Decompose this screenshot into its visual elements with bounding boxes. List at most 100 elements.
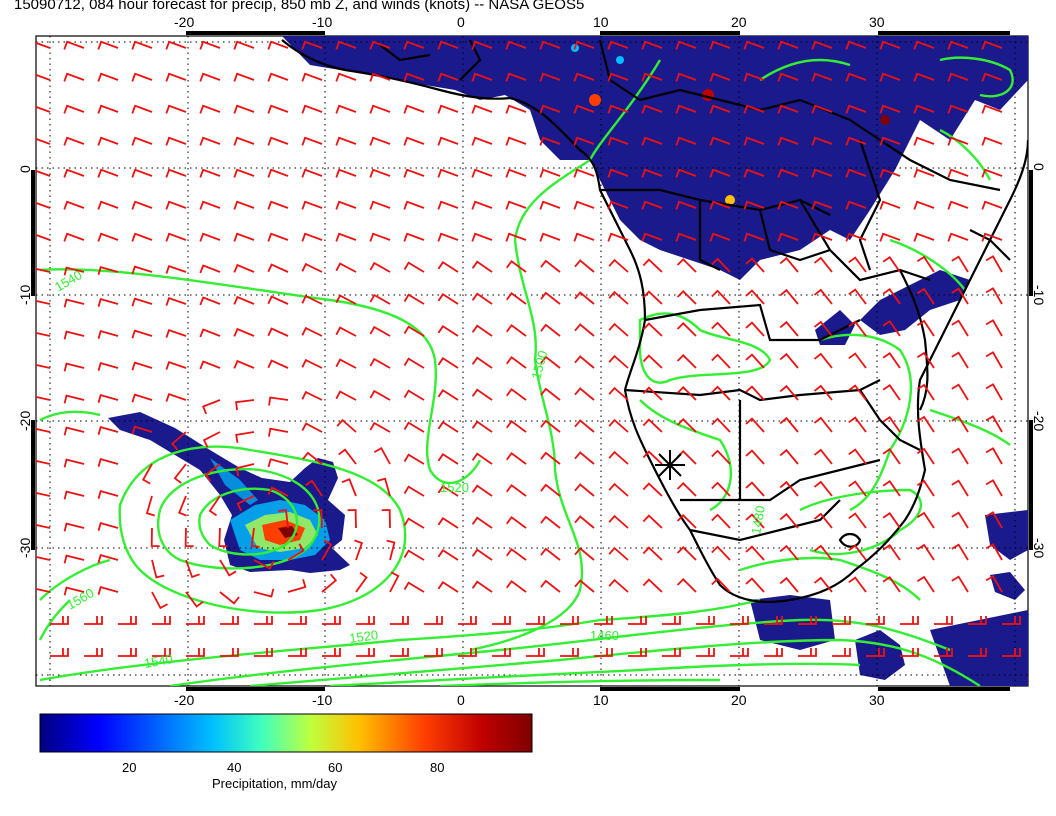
wind-barb: [233, 104, 255, 114]
wind-barb: [560, 616, 579, 625]
wind-barb: [235, 431, 255, 443]
wind-barb: [641, 168, 663, 178]
wind-barb: [981, 72, 1003, 82]
wind-barb: [985, 511, 1003, 529]
wind-barb: [373, 446, 391, 465]
wind-barb: [560, 648, 579, 657]
wind-barb: [369, 261, 391, 273]
wind-barb: [131, 361, 153, 371]
wind-barb: [951, 255, 969, 273]
wind-barb: [675, 168, 697, 178]
wind-barb: [97, 585, 119, 596]
wind-barb: [301, 136, 323, 146]
wind-barb: [131, 40, 153, 50]
wind-barb: [301, 422, 323, 433]
wind-barb: [437, 548, 459, 561]
wind-barb: [471, 388, 493, 401]
wind-barb: [63, 298, 85, 308]
top-lon-labels: -20 -10 0 10 20 30: [174, 14, 885, 30]
wind-barb: [574, 259, 595, 273]
wind-barb: [1002, 616, 1021, 625]
wind-barb: [97, 168, 119, 178]
wind-barb: [745, 481, 765, 497]
wind-barb: [131, 200, 153, 210]
wind-barb: [471, 200, 493, 210]
wind-barb: [471, 452, 493, 465]
wind-barb: [254, 616, 273, 625]
wind-barb: [301, 200, 323, 210]
wind-barb: [233, 359, 255, 369]
wind-barb: [389, 571, 400, 593]
wind-barb: [526, 648, 545, 657]
wind-barb: [437, 356, 459, 369]
wind-barb: [608, 450, 629, 465]
wind-barb: [36, 299, 51, 305]
wind-barb: [642, 578, 663, 593]
lon-tick-label: -20: [174, 692, 194, 708]
wind-barb: [233, 72, 255, 82]
wind-barb: [253, 559, 275, 570]
wind-barb: [341, 478, 357, 497]
wind-barb: [131, 136, 153, 146]
wind-barb: [540, 515, 561, 529]
wind-barb: [355, 571, 368, 593]
wind-barb: [199, 200, 221, 210]
wind-barb: [608, 578, 629, 593]
wind-barb: [36, 363, 51, 369]
wind-barb: [506, 292, 527, 305]
wind-barb: [675, 200, 697, 210]
wind-barb: [301, 262, 323, 273]
wind-barb: [356, 616, 375, 625]
wind-barb: [199, 296, 221, 306]
wind-barb: [676, 290, 697, 305]
wind-barb: [574, 483, 595, 497]
wind-barb: [97, 72, 119, 82]
wind-barb: [709, 200, 731, 210]
wind-barb: [369, 168, 391, 178]
wind-barb: [403, 72, 425, 82]
wind-barb: [743, 40, 765, 50]
wind-barb: [36, 169, 51, 177]
wind-barb: [335, 390, 357, 401]
wind-barb: [268, 427, 289, 437]
wind-barb: [458, 648, 477, 657]
wind-barb: [63, 104, 85, 114]
wind-barb: [505, 232, 527, 242]
colorbar-tick-label: 80: [430, 760, 444, 775]
wind-barb: [574, 419, 595, 433]
wind-barb: [506, 324, 527, 337]
wind-barb: [97, 393, 119, 404]
wind-barb: [301, 232, 323, 242]
wind-barb: [63, 40, 85, 50]
wind-barb: [642, 258, 663, 273]
wind-barb: [642, 322, 663, 337]
wind-barb: [199, 264, 221, 274]
wind-barb: [985, 351, 1003, 369]
wind-barb: [745, 449, 765, 465]
wind-barb: [848, 384, 867, 401]
wind-barb: [63, 490, 85, 500]
wind-barb: [36, 491, 51, 497]
wind-barb: [369, 40, 391, 50]
wind-barb: [642, 450, 663, 465]
wind-barb: [165, 296, 187, 306]
wind-barb: [811, 104, 833, 114]
wind-barb: [369, 357, 391, 369]
wind-barb: [335, 104, 357, 114]
wind-barb: [951, 383, 969, 401]
wind-barb: [882, 576, 901, 593]
wind-barb: [506, 388, 527, 401]
wind-barb: [63, 394, 85, 404]
wind-barb: [506, 420, 527, 433]
wind-barb: [233, 327, 255, 337]
wind-barb: [63, 458, 85, 468]
wind-barb: [676, 354, 697, 369]
wind-barb: [628, 648, 647, 657]
wind-barb: [97, 297, 119, 308]
wind-barb: [573, 104, 595, 114]
wind-barb: [165, 264, 187, 274]
wind-barb: [981, 168, 1003, 178]
wind-barb: [267, 136, 289, 146]
wind-barb: [779, 352, 799, 369]
wind-barb: [951, 511, 969, 529]
